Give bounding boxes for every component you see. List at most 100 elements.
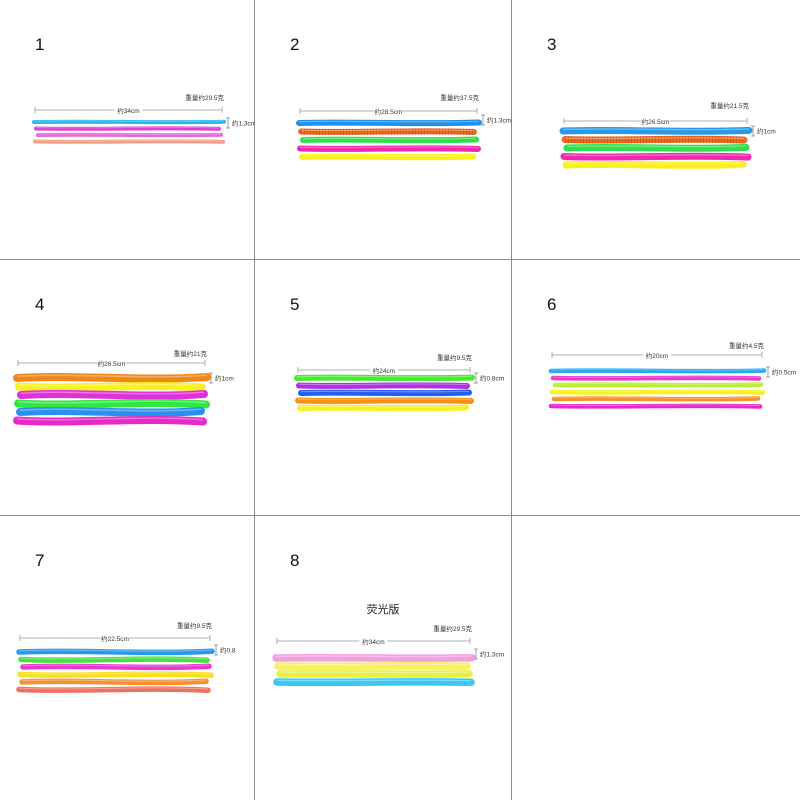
strand-highlight bbox=[16, 374, 208, 378]
length-label: 约22.5cm bbox=[101, 634, 129, 643]
panel-2: 2 约28.5cm 重量约37.5克 约1.3cm bbox=[255, 0, 512, 260]
noodle-strand bbox=[561, 135, 748, 144]
diameter-label: 约1.3cm bbox=[487, 116, 511, 125]
noodle-strand bbox=[296, 382, 470, 389]
noodle-strands bbox=[16, 648, 215, 693]
noodle-strand bbox=[295, 397, 474, 404]
weight-label: 重量约9.5克 bbox=[177, 621, 213, 630]
noodle-strands bbox=[559, 126, 753, 169]
strand-highlight bbox=[563, 154, 749, 157]
noodle-strand bbox=[548, 403, 763, 409]
strand-highlight bbox=[21, 679, 207, 682]
panel-number: 8 bbox=[290, 551, 300, 570]
length-measure: 约20cm bbox=[551, 351, 763, 360]
length-measure: 约24cm bbox=[297, 366, 471, 375]
noodle-strand bbox=[14, 398, 210, 409]
noodle-strand bbox=[19, 678, 209, 686]
noodle-strands bbox=[13, 372, 211, 426]
noodle-strand bbox=[16, 406, 205, 417]
length-label: 约34cm bbox=[117, 106, 139, 115]
panel-4: 4 约26.5cm 重量约21克 约1cm bbox=[0, 260, 255, 516]
noodle-strand bbox=[298, 128, 477, 135]
strand-highlight bbox=[301, 154, 474, 157]
noodle-strand bbox=[560, 152, 752, 161]
diameter-label: 约0.5cm bbox=[772, 368, 796, 377]
noodle-strand bbox=[550, 375, 762, 381]
strand-highlight bbox=[296, 375, 473, 378]
noodle-strands bbox=[32, 119, 226, 144]
noodle-strand bbox=[298, 389, 472, 397]
length-measure: 约26.5cm bbox=[17, 359, 206, 368]
panel-number: 1 bbox=[35, 35, 45, 54]
strand-highlight bbox=[554, 383, 762, 385]
noodle-strand bbox=[18, 656, 210, 663]
weight-label: 重量约29.5克 bbox=[433, 624, 472, 633]
strand-highlight bbox=[19, 408, 202, 412]
noodle-strand bbox=[297, 145, 481, 152]
length-label: 约20cm bbox=[646, 351, 668, 360]
diameter-measure: 约0.8cm bbox=[474, 372, 504, 384]
length-label: 约24cm bbox=[373, 366, 395, 375]
length-measure: 约28.5cm bbox=[299, 107, 478, 116]
noodle-strand bbox=[20, 663, 212, 671]
noodle-strand bbox=[13, 372, 211, 383]
panel-3: 3 约26.5cm 重量约21.5克 约1cm bbox=[512, 0, 800, 260]
panel-number: 6 bbox=[547, 295, 557, 314]
strand-highlight bbox=[300, 390, 470, 393]
strand-highlight bbox=[20, 657, 208, 660]
strand-highlight bbox=[22, 664, 210, 667]
noodle-strand bbox=[16, 686, 211, 693]
strand-highlight bbox=[550, 369, 765, 371]
fluorescent-label: 荧光版 bbox=[366, 604, 400, 616]
panel-empty bbox=[512, 516, 800, 800]
noodle-strand bbox=[563, 143, 750, 152]
diameter-measure: 约0.8 bbox=[214, 644, 236, 656]
length-label: 约26.5cm bbox=[98, 359, 126, 368]
noodle-strand bbox=[552, 382, 764, 388]
diameter-measure: 约1.3cm bbox=[474, 648, 504, 660]
strand-highlight bbox=[299, 405, 467, 408]
weight-label: 重量约9.5克 bbox=[437, 353, 473, 362]
strand-highlight bbox=[18, 687, 209, 690]
weight-label: 重量约21.5克 bbox=[710, 101, 749, 110]
noodle-strand bbox=[17, 671, 214, 678]
strand-highlight bbox=[299, 146, 479, 149]
strand-highlight bbox=[302, 137, 477, 140]
strand-highlight bbox=[297, 398, 472, 401]
strand-highlight bbox=[552, 376, 760, 378]
diameter-label: 约0.8cm bbox=[480, 374, 504, 383]
strand-highlight bbox=[562, 128, 750, 131]
strand-highlight bbox=[566, 145, 747, 148]
strand-highlight bbox=[300, 129, 475, 132]
diameter-measure: 约1cm bbox=[209, 372, 234, 384]
panel-number: 2 bbox=[290, 35, 300, 54]
panel-number: 7 bbox=[35, 551, 45, 570]
strand-highlight bbox=[18, 649, 213, 652]
length-measure: 约22.5cm bbox=[19, 634, 211, 643]
strand-highlight bbox=[19, 672, 212, 675]
noodle-strand bbox=[299, 153, 476, 161]
diameter-measure: 约1.3cm bbox=[481, 114, 511, 126]
noodle-strand bbox=[15, 381, 206, 392]
noodle-strand bbox=[548, 368, 767, 374]
noodle-strand bbox=[297, 404, 469, 412]
noodle-strand bbox=[16, 648, 215, 656]
noodle-strand bbox=[296, 119, 482, 127]
diameter-measure: 约1.3cm bbox=[226, 117, 254, 129]
diameter-label: 约0.8 bbox=[220, 646, 236, 655]
panel-8: 8 荧光版约34cm 重量约29.5克约1.3cm bbox=[255, 516, 512, 800]
panel-number: 5 bbox=[290, 295, 300, 314]
length-measure: 约26.5cm bbox=[563, 117, 748, 126]
noodle-strands bbox=[294, 374, 475, 412]
noodle-strand bbox=[549, 389, 766, 395]
length-measure: 约34cm bbox=[276, 637, 471, 646]
panel-number: 3 bbox=[547, 35, 557, 54]
diameter-label: 约1.3cm bbox=[480, 650, 504, 659]
length-label: 约34cm bbox=[362, 637, 384, 646]
strand-highlight bbox=[18, 383, 203, 387]
